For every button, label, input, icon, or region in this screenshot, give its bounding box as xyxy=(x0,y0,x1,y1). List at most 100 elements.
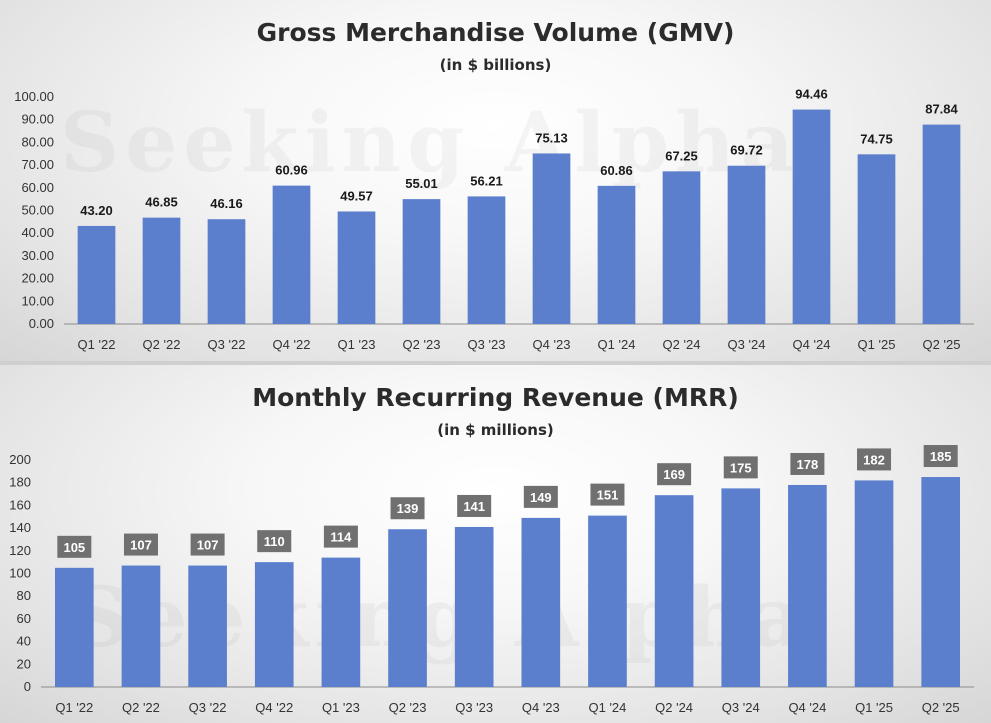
gmv-data-label: 46.16 xyxy=(210,196,243,211)
mrr-x-tick-label: Q2 '24 xyxy=(655,700,693,715)
gmv-data-label: 75.13 xyxy=(535,130,568,145)
mrr-x-tick-label: Q1 '24 xyxy=(589,700,627,715)
mrr-bar-chart: 0 20 40 60 80 100 120 140 160 180 200 105 Q1 '22 107 Q… xyxy=(9,445,974,715)
gmv-x-tick-label: Q3 '22 xyxy=(208,337,246,352)
gmv-x-tick-label: Q4 '22 xyxy=(273,337,311,352)
mrr-data-label: 182 xyxy=(863,452,885,467)
gmv-y-tick-label: 100.00 xyxy=(14,89,54,104)
gmv-chart-title: Gross Merchandise Volume (GMV) xyxy=(256,18,735,47)
mrr-bar xyxy=(788,484,827,687)
gmv-data-label: 49.57 xyxy=(340,188,373,203)
gmv-x-tick-label: Q2 '22 xyxy=(143,337,181,352)
gmv-x-tick-label: Q3 '24 xyxy=(728,337,766,352)
gmv-bar xyxy=(142,217,181,324)
mrr-data-label: 149 xyxy=(530,490,552,505)
gmv-bar xyxy=(727,165,766,324)
mrr-y-tick-label: 20 xyxy=(17,656,31,671)
gmv-bar xyxy=(337,211,376,324)
mrr-bar xyxy=(721,488,761,687)
gmv-bar xyxy=(857,154,896,324)
mrr-data-label-box xyxy=(923,445,958,468)
mrr-data-label: 178 xyxy=(797,457,819,472)
mrr-y-tick-label: 100 xyxy=(9,566,31,581)
mrr-data-label: 175 xyxy=(730,460,752,475)
mrr-x-tick-label: Q3 '22 xyxy=(189,700,227,715)
mrr-y-tick-label: 180 xyxy=(9,475,31,490)
gmv-data-label: 87.84 xyxy=(925,102,958,117)
gmv-data-label: 69.72 xyxy=(730,143,763,158)
mrr-x-tick-label: Q2 '23 xyxy=(389,700,427,715)
gmv-data-label: 60.86 xyxy=(600,163,633,178)
gmv-bar xyxy=(207,219,246,324)
mrr-data-label-box xyxy=(457,494,492,517)
gmv-y-tick-label: 50.00 xyxy=(21,203,54,218)
gmv-y-tick-label: 10.00 xyxy=(21,293,54,308)
gmv-x-tick-label: Q1 '22 xyxy=(78,337,116,352)
gmv-bar xyxy=(662,171,701,324)
mrr-data-label-box xyxy=(123,533,158,556)
mrr-x-tick-label: Q3 '24 xyxy=(722,700,760,715)
mrr-data-label: 141 xyxy=(463,499,485,514)
gmv-bar xyxy=(532,153,571,324)
mrr-x-tick-label: Q1 '22 xyxy=(55,700,93,715)
gmv-bar-chart: 0.00 10.00 20.00 30.00 40.00 50.00 60.00 70.00 8… xyxy=(14,87,974,352)
gmv-y-tick-label: 0.00 xyxy=(29,316,54,331)
gmv-data-label: 56.21 xyxy=(470,173,503,188)
gmv-bar xyxy=(597,185,636,324)
mrr-data-label: 110 xyxy=(264,534,285,549)
mrr-y-tick-label: 80 xyxy=(17,588,31,603)
mrr-data-label-box xyxy=(523,485,558,508)
gmv-bar xyxy=(467,196,506,324)
gmv-chart-subtitle: (in $ billions) xyxy=(439,56,552,74)
mrr-data-label-box xyxy=(857,448,892,471)
gmv-x-tick-label: Q4 '24 xyxy=(793,337,831,352)
mrr-x-tick-label: Q4 '24 xyxy=(788,700,826,715)
mrr-y-tick-label: 40 xyxy=(17,634,31,649)
mrr-x-tick-label: Q2 '22 xyxy=(122,700,160,715)
gmv-y-tick-label: 70.00 xyxy=(21,157,54,172)
mrr-bar xyxy=(521,517,561,687)
gmv-x-tick-label: Q2 '25 xyxy=(923,337,961,352)
mrr-y-tick-label: 140 xyxy=(9,520,31,535)
gmv-y-tick-label: 20.00 xyxy=(21,271,54,286)
gmv-data-label: 94.46 xyxy=(795,87,828,102)
gmv-x-tick-label: Q1 '23 xyxy=(338,337,376,352)
mrr-chart-subtitle: (in $ millions) xyxy=(437,421,554,439)
mrr-data-label: 185 xyxy=(930,449,952,464)
gmv-y-tick-label: 30.00 xyxy=(21,248,54,263)
gmv-x-tick-label: Q4 '23 xyxy=(533,337,571,352)
mrr-data-label-box xyxy=(390,497,425,520)
mrr-x-tick-label: Q1 '23 xyxy=(322,700,360,715)
mrr-x-tick-label: Q4 '22 xyxy=(255,700,293,715)
mrr-data-label-box xyxy=(590,483,625,506)
mrr-bar xyxy=(654,495,694,687)
gmv-bar xyxy=(272,185,311,324)
gmv-data-label: 67.25 xyxy=(665,148,698,163)
mrr-data-label-box xyxy=(723,456,758,479)
mrr-bar xyxy=(588,515,627,687)
gmv-bar xyxy=(922,124,961,324)
mrr-y-tick-label: 60 xyxy=(17,611,31,626)
mrr-y-tick-label: 160 xyxy=(9,497,31,512)
mrr-data-label: 107 xyxy=(197,538,219,553)
mrr-data-label: 107 xyxy=(130,538,152,553)
mrr-data-label-box xyxy=(190,533,225,556)
mrr-bar xyxy=(121,565,161,687)
mrr-x-tick-label: Q1 '25 xyxy=(855,700,893,715)
gmv-x-tick-label: Q2 '24 xyxy=(663,337,701,352)
chart-divider xyxy=(0,361,991,365)
mrr-y-tick-label: 200 xyxy=(9,452,31,467)
gmv-data-label: 43.20 xyxy=(80,203,113,218)
mrr-chart-title: Monthly Recurring Revenue (MRR) xyxy=(252,383,739,412)
mrr-chart-panel: Seeking Alpha Monthly Recurring Revenue … xyxy=(0,365,991,723)
mrr-x-tick-label: Q2 '25 xyxy=(922,700,960,715)
gmv-y-tick-label: 80.00 xyxy=(21,134,54,149)
mrr-data-label-box xyxy=(57,535,92,558)
mrr-data-label: 139 xyxy=(397,501,419,516)
gmv-x-tick-label: Q1 '25 xyxy=(858,337,896,352)
gmv-x-tick-label: Q3 '23 xyxy=(468,337,506,352)
gmv-bar xyxy=(792,109,831,324)
gmv-bar xyxy=(77,225,116,324)
mrr-data-label-box xyxy=(257,530,292,553)
gmv-x-tick-label: Q1 '24 xyxy=(598,337,636,352)
